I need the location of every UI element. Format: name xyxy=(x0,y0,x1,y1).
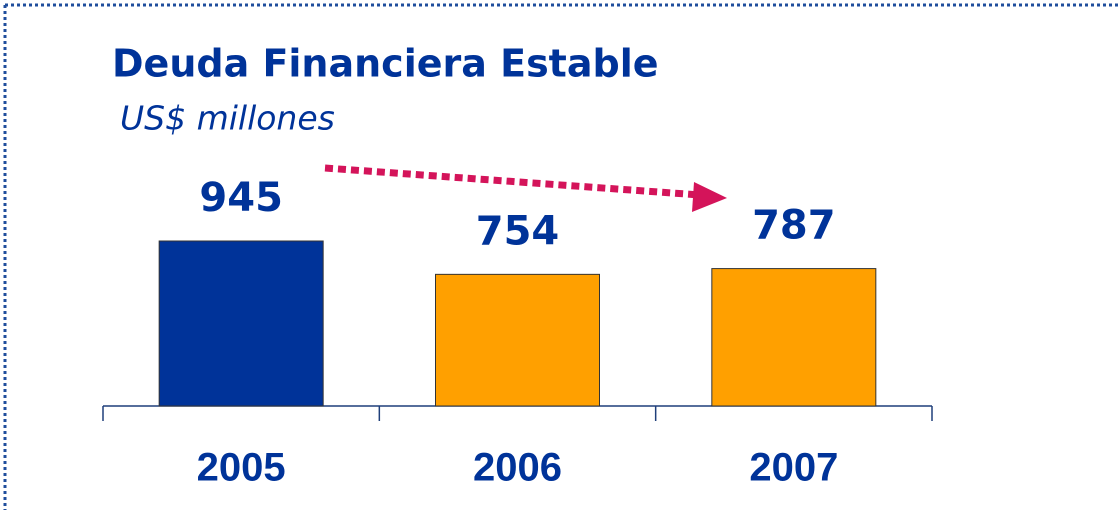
x-tick-label: 2005 xyxy=(197,446,286,490)
bar xyxy=(711,268,877,407)
x-tick-label: 2007 xyxy=(749,446,838,490)
chart-subtitle: US$ millones xyxy=(120,99,335,138)
trend-arrow-head xyxy=(692,182,727,212)
value-label: 754 xyxy=(476,208,560,254)
trend-arrow xyxy=(324,164,701,199)
bar xyxy=(158,240,324,407)
value-label: 945 xyxy=(199,175,283,221)
chart-title: Deuda Financiera Estable xyxy=(112,42,659,86)
value-label: 787 xyxy=(752,203,836,249)
x-tick-label: 2006 xyxy=(473,446,562,490)
bar xyxy=(435,273,600,407)
